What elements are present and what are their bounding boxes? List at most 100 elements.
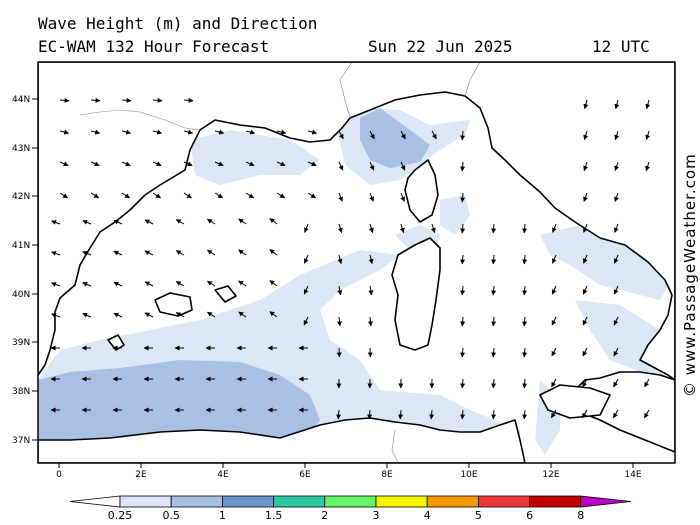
- wave-arrow: [238, 249, 247, 256]
- wave-arrow: [175, 219, 185, 225]
- colorbar-tick-label: 2: [321, 509, 328, 522]
- wave-arrow: [238, 311, 247, 318]
- wave-arrow: [90, 97, 101, 103]
- wave-arrow: [206, 311, 216, 318]
- wave-arrow: [460, 347, 466, 358]
- wave-arrow: [113, 312, 123, 318]
- wave-arrow: [400, 192, 405, 202]
- lon-label: 6E: [299, 470, 311, 480]
- wave-arrow: [59, 129, 70, 135]
- wave-arrow: [152, 129, 163, 135]
- wave-arrow: [90, 192, 100, 199]
- wave-arrow: [307, 192, 317, 199]
- wave-arrow: [522, 378, 528, 389]
- colorbar-segment: [69, 495, 121, 508]
- wave-arrow: [398, 409, 404, 420]
- wave-arrow: [175, 250, 185, 256]
- wave-arrow: [303, 285, 309, 295]
- colorbar-tick-label: 8: [577, 509, 584, 522]
- wave-arrow: [276, 192, 286, 199]
- lon-label: 8E: [381, 470, 393, 480]
- wave-arrow: [614, 99, 620, 110]
- wave-arrow: [269, 311, 278, 318]
- lat-axis: [32, 98, 38, 441]
- colorbar-segment: [170, 495, 223, 508]
- wave-arrow: [583, 161, 588, 172]
- wave-arrow: [613, 254, 619, 264]
- wave-arrow: [583, 223, 588, 233]
- wave-arrow: [460, 254, 466, 265]
- lon-label: 0: [56, 470, 62, 480]
- wave-arrow: [121, 97, 132, 103]
- wave-arrow: [276, 161, 286, 167]
- wave-arrow: [269, 218, 278, 225]
- wave-arrow: [613, 378, 619, 388]
- wave-arrow: [582, 378, 588, 388]
- wave-arrow: [152, 161, 162, 167]
- colorbar-segment: [221, 495, 274, 508]
- colorbar-tick-label: 0.25: [108, 509, 133, 522]
- wave-arrow: [522, 409, 528, 420]
- wave-arrow: [581, 409, 588, 419]
- wave-arrow: [245, 161, 255, 167]
- wave-arrow: [144, 219, 154, 225]
- wave-arrow: [152, 192, 162, 199]
- wave-arrow: [175, 281, 185, 287]
- wave-arrow: [522, 223, 528, 234]
- wave-arrow: [183, 97, 194, 103]
- wave-arrow: [269, 280, 278, 287]
- wave-arrow: [491, 285, 497, 296]
- lon-label: 2E: [135, 470, 147, 480]
- wave-arrow: [303, 316, 309, 326]
- wave-arrow: [613, 285, 619, 295]
- wave-arrow: [429, 409, 435, 420]
- wave-arrow: [175, 312, 185, 318]
- wave-arrow: [369, 192, 374, 202]
- wave-arrow: [337, 223, 343, 234]
- colorbar-segment: [375, 495, 428, 508]
- lon-axis: [58, 463, 634, 468]
- wave-arrow: [82, 312, 92, 318]
- colorbar-segment: [529, 495, 582, 508]
- wave-arrow: [645, 99, 651, 110]
- wave-arrow: [522, 285, 528, 296]
- wave-arrow: [269, 249, 278, 256]
- wave-arrow: [121, 192, 131, 199]
- colorbar-segment: [580, 495, 631, 508]
- wave-arrow: [582, 285, 588, 295]
- wave-arrow: [238, 280, 247, 287]
- wave-height-colorbar: [69, 495, 631, 508]
- colorbar-segment: [119, 495, 172, 508]
- forecast-time: 12 UTC: [592, 37, 650, 56]
- wave-arrow: [491, 378, 497, 389]
- wave-arrow: [550, 409, 557, 419]
- lat-label: 40N: [12, 290, 30, 300]
- wave-arrow: [90, 129, 101, 135]
- lat-label: 38N: [12, 387, 30, 397]
- wave-arrow: [614, 130, 620, 141]
- wave-arrow: [614, 161, 619, 172]
- colorbar-segment: [273, 495, 326, 508]
- wave-arrow: [276, 129, 287, 135]
- wave-arrow: [460, 130, 466, 141]
- wave-arrow: [614, 192, 619, 202]
- wave-arrow: [460, 316, 466, 327]
- wave-arrow: [460, 161, 466, 172]
- wave-arrow: [113, 250, 123, 256]
- wave-arrow: [121, 129, 132, 135]
- wave-arrow: [583, 130, 589, 141]
- wave-arrow: [338, 161, 344, 171]
- wave-arrow: [90, 161, 100, 167]
- wave-arrow: [460, 223, 466, 234]
- wave-arrow: [368, 285, 374, 296]
- wave-arrow: [400, 161, 406, 171]
- wave-arrow: [245, 129, 256, 135]
- map-title: Wave Height (m) and Direction: [38, 14, 318, 33]
- wave-arrow: [460, 378, 466, 389]
- lat-label: 41N: [12, 241, 30, 251]
- colorbar-tick-label: 4: [424, 509, 431, 522]
- colorbar-tick-label: 1.5: [265, 509, 283, 522]
- wave-arrow: [337, 285, 343, 296]
- borders: [79, 62, 481, 463]
